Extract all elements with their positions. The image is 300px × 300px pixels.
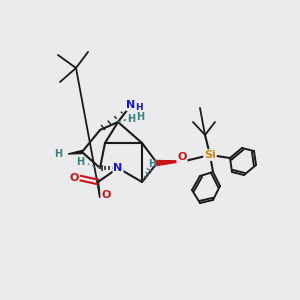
Text: N: N <box>113 163 123 173</box>
Text: O: O <box>101 190 111 200</box>
Text: H: H <box>136 112 144 122</box>
Polygon shape <box>157 160 185 166</box>
Text: H: H <box>148 159 156 169</box>
Polygon shape <box>68 151 82 154</box>
Text: O: O <box>177 152 187 162</box>
Text: H: H <box>127 114 135 124</box>
Text: H: H <box>135 103 143 112</box>
Text: N: N <box>126 100 136 110</box>
Text: H: H <box>54 149 62 159</box>
Text: Si: Si <box>204 150 216 160</box>
Text: H: H <box>76 157 84 167</box>
Text: O: O <box>69 173 79 183</box>
